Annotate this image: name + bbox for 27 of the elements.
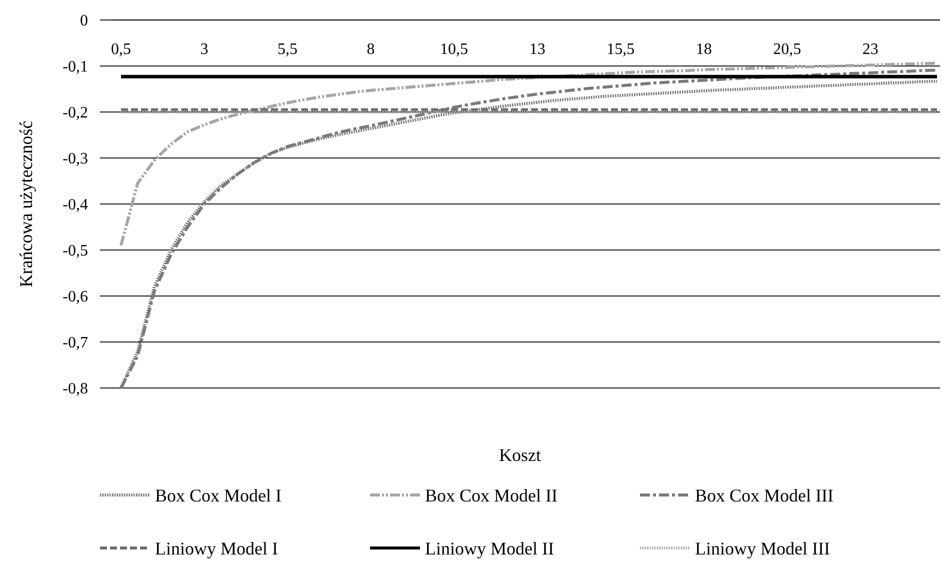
y-tick-label: -0,3 — [62, 150, 88, 168]
legend-label: Liniowy Model II — [425, 538, 554, 558]
y-tick-label: 0 — [80, 12, 88, 30]
y-tick-label: -0,4 — [62, 196, 88, 214]
legend-label: Box Cox Model I — [155, 485, 282, 506]
x-tick-label: 23 — [862, 41, 878, 58]
x-tick-label: 15,5 — [606, 41, 635, 58]
y-tick-label: -0,1 — [62, 58, 88, 76]
x-tick-label: 13 — [529, 41, 546, 58]
x-axis-title: Koszt — [499, 445, 541, 465]
legend-label: Liniowy Model I — [155, 538, 278, 558]
legend-label: Box Cox Model II — [425, 485, 558, 506]
x-tick-label: 0,5 — [111, 41, 131, 58]
x-tick-label: 20,5 — [773, 41, 802, 58]
y-tick-label: -0,2 — [62, 104, 88, 122]
x-tick-label: 5,5 — [278, 41, 298, 58]
legend-label: Box Cox Model III — [695, 485, 834, 506]
x-tick-label: 10,5 — [440, 41, 468, 58]
x-tick-label: 18 — [696, 41, 712, 58]
x-tick-label: 3 — [200, 41, 208, 58]
y-axis-title: Krańcowa użyteczność — [16, 120, 36, 288]
y-tick-label: -0,5 — [62, 242, 88, 260]
x-tick-label: 8 — [366, 41, 375, 58]
y-tick-label: -0,8 — [62, 380, 88, 398]
legend-label: Liniowy Model III — [695, 538, 830, 558]
y-tick-label: -0,6 — [62, 288, 88, 306]
y-tick-label: -0,7 — [62, 334, 88, 352]
